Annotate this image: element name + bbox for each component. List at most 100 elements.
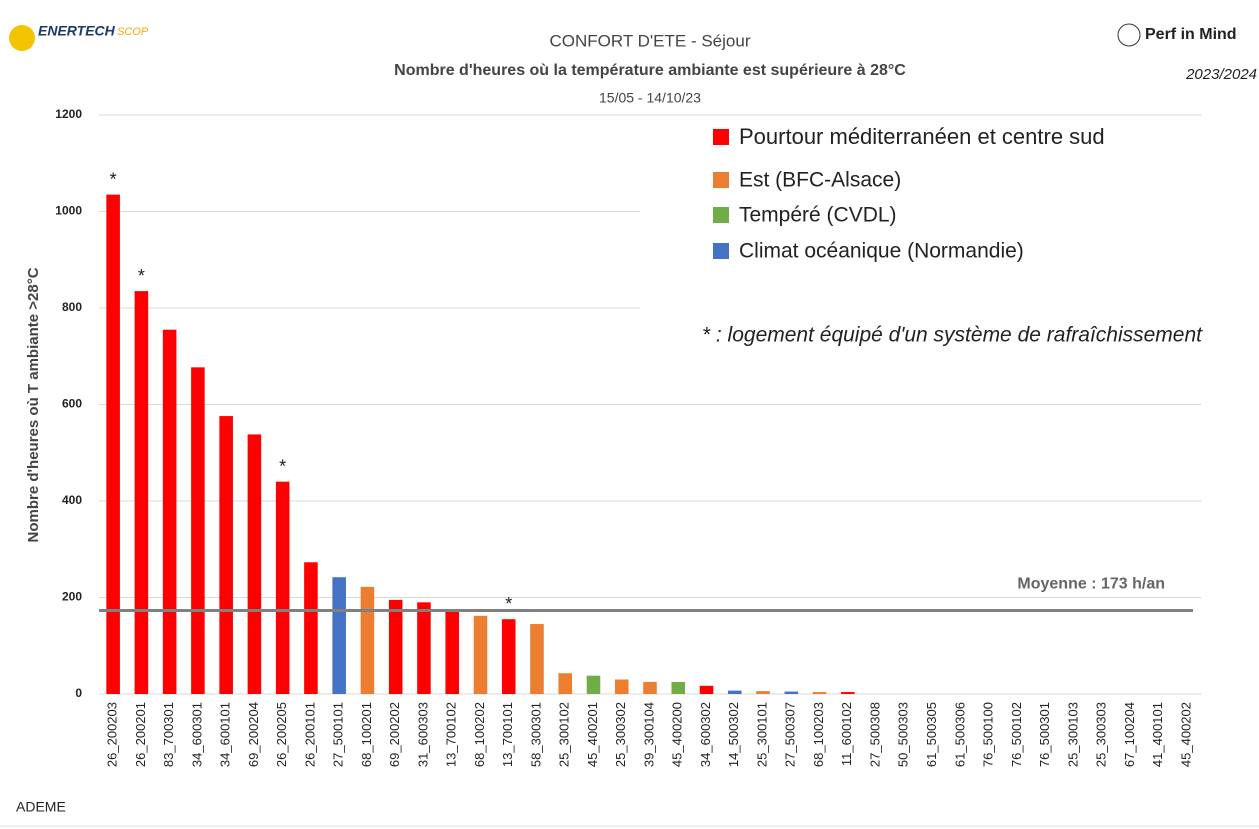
annotation-marker: * bbox=[110, 169, 117, 189]
annotation-marker: * bbox=[505, 594, 512, 614]
x-tick-label: 50_500303 bbox=[896, 702, 911, 767]
y-tick-label: 800 bbox=[62, 300, 82, 314]
bar bbox=[699, 685, 714, 694]
y-tick-label: 1200 bbox=[55, 107, 82, 121]
x-tick-label: 25_300302 bbox=[613, 702, 628, 767]
bar bbox=[162, 329, 177, 694]
x-tick-label: 26_200101 bbox=[302, 702, 317, 767]
x-tick-label: 34_600101 bbox=[218, 702, 233, 767]
bar bbox=[501, 619, 516, 694]
x-tick-label: 39_300104 bbox=[641, 702, 656, 767]
x-tick-label: 45_400200 bbox=[670, 702, 685, 767]
x-tick-label: 45_400201 bbox=[585, 702, 600, 767]
x-tick-label: 76_500102 bbox=[1009, 702, 1024, 767]
bar bbox=[643, 681, 657, 694]
x-tick-label: 76_500100 bbox=[981, 702, 996, 767]
bar bbox=[106, 194, 120, 695]
bar bbox=[756, 691, 770, 694]
x-tick-label: 25_300102 bbox=[557, 702, 572, 767]
x-tick-label: 68_100202 bbox=[472, 702, 487, 767]
x-tick-label: 25_300101 bbox=[754, 702, 769, 767]
x-tick-label: 31_600303 bbox=[415, 702, 430, 767]
mean-label: Moyenne : 173 h/an bbox=[1017, 576, 1165, 593]
bar bbox=[134, 291, 149, 694]
year: 2023/2024 bbox=[1185, 66, 1257, 83]
bar bbox=[275, 481, 290, 694]
x-tick-label: 25_300103 bbox=[1065, 702, 1080, 767]
x-tick-label: 58_300301 bbox=[528, 702, 543, 767]
x-tick-label: 25_300303 bbox=[1094, 702, 1109, 767]
logo-right: Perf in Mind bbox=[1145, 26, 1237, 43]
legend-swatch bbox=[713, 243, 729, 259]
legend-label: Est (BFC-Alsace) bbox=[739, 169, 901, 192]
logo-left: ENERTECH bbox=[38, 23, 116, 39]
y-axis-label: Nombre d'heures où T ambiante >28°C bbox=[25, 267, 42, 542]
bar bbox=[332, 577, 346, 694]
bar bbox=[417, 602, 431, 694]
logo-icon bbox=[9, 25, 35, 51]
x-tick-label: 13_700102 bbox=[444, 702, 459, 767]
x-tick-label: 27_500101 bbox=[331, 702, 346, 767]
x-tick-label: 11_600102 bbox=[839, 702, 854, 766]
legend-swatch bbox=[713, 129, 729, 145]
x-tick-label: 69_200202 bbox=[387, 702, 402, 767]
legend-swatch bbox=[713, 172, 729, 188]
x-tick-label: 68_100203 bbox=[811, 702, 826, 767]
bar bbox=[473, 615, 488, 694]
annotation-marker: * bbox=[138, 266, 145, 286]
legend-background bbox=[640, 120, 1210, 360]
legend-label: Tempéré (CVDL) bbox=[739, 204, 897, 227]
y-tick-label: 600 bbox=[62, 397, 82, 411]
bar bbox=[360, 586, 375, 694]
annotation-marker: * bbox=[279, 456, 286, 476]
bar bbox=[191, 367, 205, 694]
footer: ADEME bbox=[16, 799, 66, 815]
bar bbox=[841, 692, 855, 694]
bar bbox=[586, 675, 601, 694]
bar bbox=[812, 692, 827, 694]
legend-label: Pourtour méditerranéen et centre sud bbox=[739, 124, 1105, 149]
bar bbox=[530, 624, 544, 694]
logo-icon bbox=[1117, 23, 1141, 47]
chart-subtitle: Nombre d'heures où la température ambian… bbox=[394, 62, 906, 79]
x-tick-label: 27_500307 bbox=[783, 702, 798, 767]
x-tick-label: 61_500306 bbox=[952, 702, 967, 767]
bar bbox=[614, 679, 629, 694]
x-tick-label: 76_500301 bbox=[1037, 702, 1052, 767]
x-tick-label: 26_200201 bbox=[133, 702, 148, 767]
y-tick-label: 1000 bbox=[55, 204, 82, 218]
bar bbox=[727, 690, 742, 694]
x-tick-label: 68_100201 bbox=[359, 702, 374, 767]
logo-left-suffix: SCOP bbox=[117, 26, 149, 38]
bar bbox=[247, 434, 262, 694]
x-tick-label: 34_600301 bbox=[189, 702, 204, 767]
x-tick-label: 69_200204 bbox=[246, 702, 261, 767]
bar bbox=[558, 673, 573, 694]
bar bbox=[671, 681, 686, 694]
chart-title: CONFORT D'ETE - Séjour bbox=[550, 31, 751, 50]
y-tick-label: 400 bbox=[62, 493, 82, 507]
x-tick-label: 34_600302 bbox=[698, 702, 713, 767]
x-tick-label: 83_700301 bbox=[161, 702, 176, 767]
legend-swatch bbox=[713, 207, 729, 223]
x-tick-label: 13_700101 bbox=[500, 702, 515, 767]
legend-label: Climat océanique (Normandie) bbox=[739, 240, 1024, 263]
bar bbox=[304, 562, 318, 694]
note: * : logement équipé d'un système de rafr… bbox=[702, 324, 1203, 347]
y-tick-label: 200 bbox=[62, 590, 82, 604]
bar bbox=[784, 691, 799, 694]
x-tick-label: 45_400202 bbox=[1178, 702, 1193, 767]
bar bbox=[445, 611, 459, 694]
x-tick-label: 27_500308 bbox=[867, 702, 882, 767]
x-tick-label: 14_500302 bbox=[726, 702, 741, 767]
x-tick-label: 67_100204 bbox=[1122, 702, 1137, 767]
x-tick-label: 61_500305 bbox=[924, 702, 939, 767]
bar bbox=[219, 416, 233, 694]
bar bbox=[388, 599, 403, 694]
x-tick-label: 26_200205 bbox=[274, 702, 289, 767]
x-tick-label: 26_200203 bbox=[105, 702, 120, 767]
x-tick-label: 41_400101 bbox=[1150, 702, 1165, 767]
period: 15/05 - 14/10/23 bbox=[599, 90, 701, 106]
y-tick-label: 0 bbox=[75, 686, 82, 700]
